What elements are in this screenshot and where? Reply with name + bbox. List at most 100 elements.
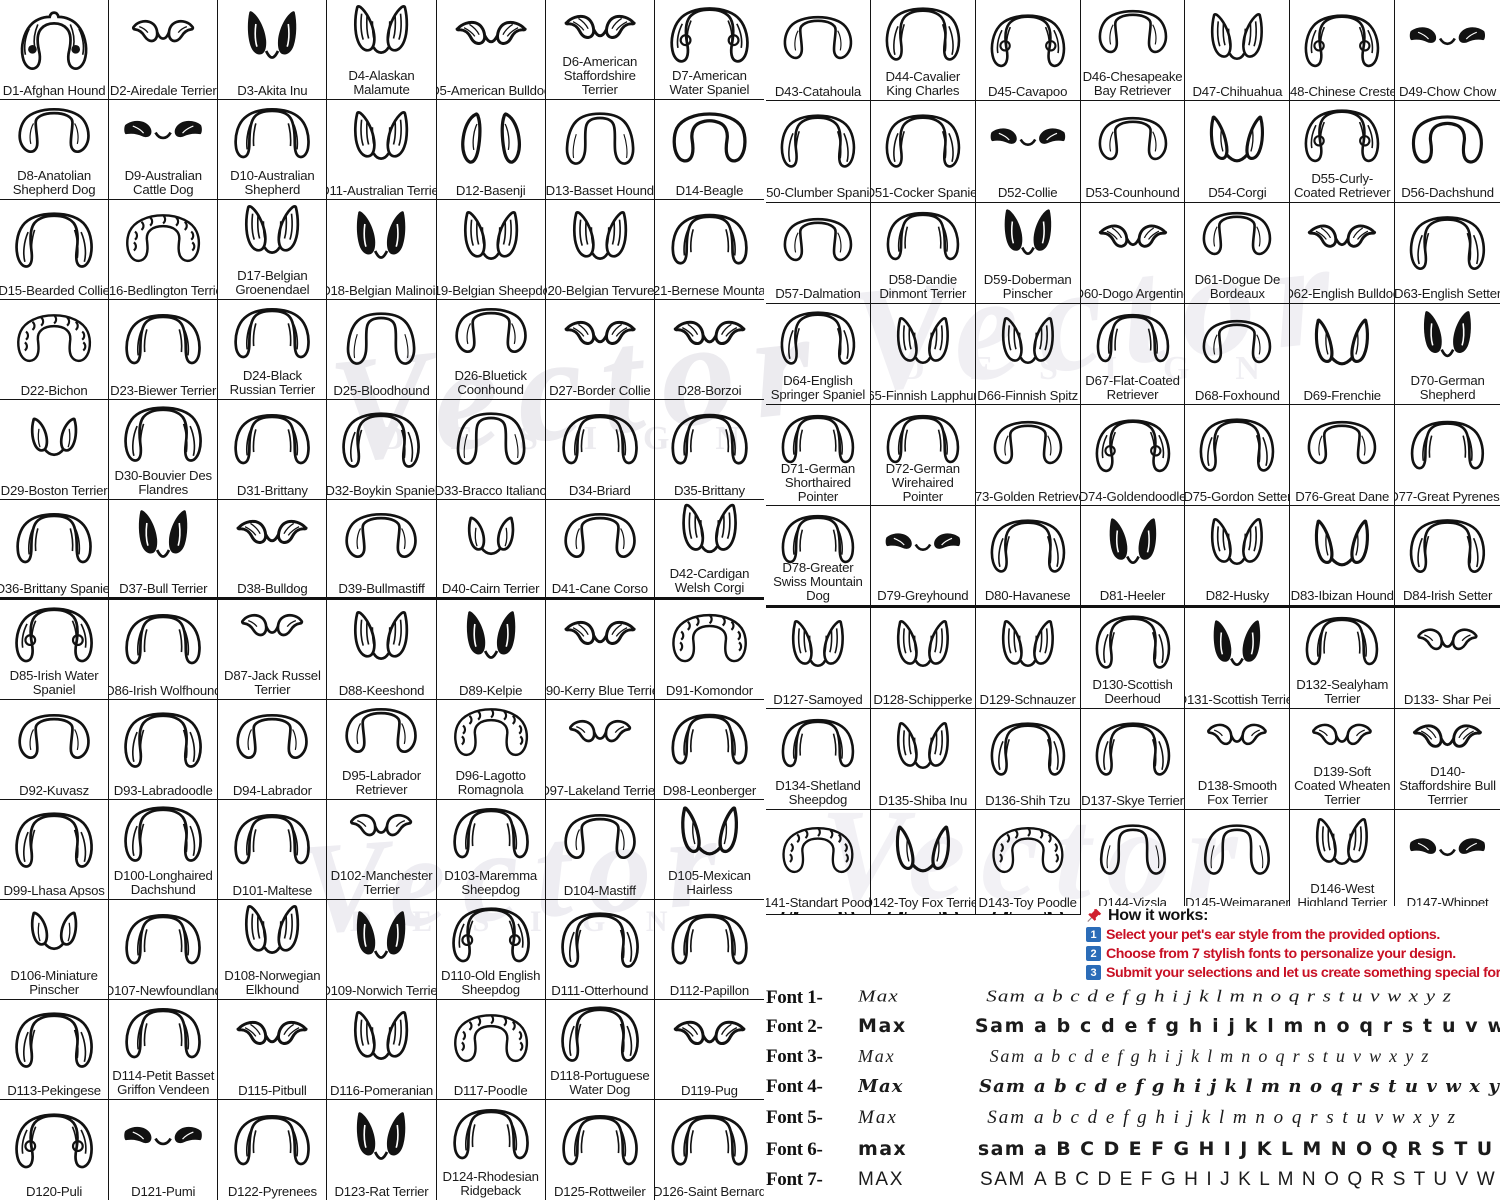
ear-style-cell[interactable]: D131-Scottish Terrier <box>1185 607 1291 710</box>
ear-style-cell[interactable]: D24-Black Russian Terrier <box>218 300 328 400</box>
ear-style-cell[interactable]: D12-Basenji <box>436 100 546 200</box>
ear-style-cell[interactable]: D79-Greyhound <box>870 506 976 608</box>
ear-style-cell[interactable]: D121-Pumi <box>109 1100 219 1200</box>
ear-style-cell[interactable]: D11-Australian Terrier <box>327 100 437 200</box>
ear-style-cell[interactable]: D60-Dogo Argentino <box>1080 202 1186 304</box>
ear-style-cell[interactable]: D110-Old English Sheepdog <box>436 900 546 1000</box>
ear-style-cell[interactable]: D23-Biewer Terrier <box>109 300 219 400</box>
ear-style-cell[interactable]: D9-Australian Cattle Dog <box>109 100 219 200</box>
ear-style-cell[interactable]: D81-Heeler <box>1080 506 1186 608</box>
ear-style-cell[interactable]: D55-Curly-Coated Retriever <box>1290 101 1396 203</box>
ear-style-cell[interactable]: D54-Corgi <box>1185 101 1291 203</box>
ear-style-cell[interactable]: D65-Finnish Lapphund <box>870 303 976 406</box>
ear-style-cell[interactable]: D101-Maltese <box>218 800 328 900</box>
ear-style-cell[interactable]: D116-Pomeranian <box>327 1000 437 1100</box>
ear-style-cell[interactable]: D95-Labrador Retriever <box>327 700 437 800</box>
ear-style-cell[interactable]: D53-Counhound <box>1080 101 1186 203</box>
ear-style-cell[interactable]: D67-Flat-Coated Retriever <box>1080 303 1186 406</box>
ear-style-cell[interactable]: D40-Cairn Terrier <box>436 500 546 600</box>
ear-style-cell[interactable]: D133- Shar Pei <box>1395 608 1500 710</box>
ear-style-cell[interactable]: D113-Pekingese <box>0 1000 110 1100</box>
ear-style-cell[interactable]: D20-Belgian Tervuren <box>545 200 655 300</box>
ear-style-cell[interactable]: D140-Staffordshire Bull Terrrier <box>1395 709 1500 811</box>
ear-style-cell[interactable]: D50-Clumber Spaniel <box>766 101 871 203</box>
ear-style-cell[interactable]: D144-Vizsla <box>1081 810 1186 912</box>
ear-style-cell[interactable]: D56-Dachshund <box>1395 101 1500 203</box>
ear-style-cell[interactable]: D150-Yorkshire Terrier <box>975 911 1081 915</box>
ear-style-cell[interactable]: D106-Miniature Pinscher <box>0 900 110 1000</box>
ear-style-cell[interactable]: D70-German Shepherd <box>1395 304 1500 406</box>
ear-style-cell[interactable]: D138-Smooth Fox Terrier <box>1185 709 1291 811</box>
ear-style-cell[interactable]: D18-Belgian Malinois <box>327 200 437 300</box>
ear-style-cell[interactable]: D99-Lhasa Apsos <box>0 800 110 900</box>
ear-style-cell[interactable]: D73-Golden Retriever <box>975 405 1081 507</box>
ear-style-cell[interactable]: D39-Bullmastiff <box>327 500 437 600</box>
ear-style-cell[interactable]: D80-Havanese <box>975 506 1081 608</box>
ear-style-cell[interactable]: D44-Cavalier King Charles <box>870 0 976 102</box>
ear-style-cell[interactable]: D103-Maremma Sheepdog <box>436 800 546 900</box>
ear-style-cell[interactable]: D4-Alaskan Malamute <box>327 0 437 100</box>
ear-style-cell[interactable]: D98-Leonberger <box>654 700 764 800</box>
ear-style-cell[interactable]: D58-Dandie Dinmont Terrier <box>870 202 976 304</box>
ear-style-cell[interactable]: D147-Whippet <box>1395 810 1500 911</box>
ear-style-cell[interactable]: D129-Schnauzer <box>975 607 1081 710</box>
ear-style-cell[interactable]: D26-Bluetick Coonhound <box>436 300 546 400</box>
ear-style-cell[interactable]: D7-American Water Spaniel <box>654 0 764 100</box>
ear-style-cell[interactable]: D149-Wirehaired Pointing Griffon <box>870 911 976 915</box>
ear-style-cell[interactable]: D22-Bichon <box>0 300 110 400</box>
ear-style-cell[interactable]: D126-Saint Bernard <box>655 1100 764 1200</box>
ear-style-cell[interactable]: D89-Kelpie <box>436 600 546 700</box>
ear-style-cell[interactable]: D82-Husky <box>1185 506 1291 608</box>
ear-style-cell[interactable]: D77-Great Pyreness <box>1395 405 1500 507</box>
ear-style-cell[interactable]: D47-Chihuahua <box>1185 0 1291 102</box>
ear-style-cell[interactable]: D48-Chinese Crested <box>1290 0 1396 102</box>
ear-style-cell[interactable]: D127-Samoyed <box>766 607 871 710</box>
ear-style-cell[interactable]: D132-Sealyham Terrier <box>1290 607 1396 710</box>
ear-style-cell[interactable]: D146-West Highland Terrier <box>1290 810 1396 912</box>
ear-style-cell[interactable]: D71-German Shorthaired Pointer <box>766 405 871 507</box>
ear-style-cell[interactable]: D119-Pug <box>654 1000 764 1100</box>
ear-style-cell[interactable]: D14-Beagle <box>654 100 764 200</box>
ear-style-cell[interactable]: D63-English Setter <box>1395 203 1500 304</box>
ear-style-cell[interactable]: D117-Poodle <box>436 1000 546 1100</box>
ear-style-cell[interactable]: D118-Portuguese Water Dog <box>545 1000 655 1100</box>
ear-style-cell[interactable]: D38-Bulldog <box>218 500 328 600</box>
ear-style-cell[interactable]: D37-Bull Terrier <box>109 500 219 600</box>
ear-style-cell[interactable]: D66-Finnish Spitz <box>975 303 1081 406</box>
ear-style-cell[interactable]: D104-Mastiff <box>545 800 655 900</box>
ear-style-cell[interactable]: D17-Belgian Groenendael <box>218 200 328 300</box>
ear-style-cell[interactable]: D125-Rottweiler <box>546 1100 655 1200</box>
ear-style-cell[interactable]: D122-Pyrenees <box>218 1100 328 1200</box>
ear-style-cell[interactable]: D74-Goldendoodle <box>1080 405 1186 507</box>
ear-style-cell[interactable]: D114-Petit Basset Griffon Vendeen <box>109 1000 219 1100</box>
ear-style-cell[interactable]: D75-Gordon Setter <box>1185 405 1291 507</box>
ear-style-cell[interactable]: D45-Cavapoo <box>975 0 1081 102</box>
ear-style-cell[interactable]: D78-Greater Swiss Mountain Dog <box>766 506 871 608</box>
ear-style-cell[interactable]: D42-Cardigan Welsh Corgi <box>654 500 764 600</box>
ear-style-cell[interactable]: D109-Norwich Terrier <box>327 900 437 1000</box>
ear-style-cell[interactable]: D84-Irish Setter <box>1395 506 1500 608</box>
ear-style-cell[interactable]: D16-Bedlington Terrier <box>109 200 219 300</box>
ear-style-cell[interactable]: D108-Norwegian Elkhound <box>218 900 328 1000</box>
ear-style-cell[interactable]: D19-Belgian Sheepdog <box>436 200 546 300</box>
ear-style-cell[interactable]: D136-Shih Tzu <box>975 709 1081 811</box>
ear-style-cell[interactable]: D72-German Wirehaired Pointer <box>870 405 976 507</box>
ear-style-cell[interactable]: D62-English Bulldog <box>1290 202 1396 304</box>
ear-style-cell[interactable]: D10-Australian Shepherd <box>218 100 328 200</box>
font-sample-row[interactable]: Font 4- Max Sam a b c d e f g h i j k l m n… <box>766 1076 1500 1107</box>
ear-style-cell[interactable]: D88-Keeshond <box>327 600 437 700</box>
ear-style-cell[interactable]: D97-Lakeland Terrier <box>545 700 655 800</box>
ear-style-cell[interactable]: D139-Soft Coated Wheaten Terrier <box>1290 709 1396 811</box>
ear-style-cell[interactable]: D36-Brittany Spaniel <box>0 500 110 600</box>
ear-style-cell[interactable]: D28-Borzoi <box>654 300 764 400</box>
ear-style-cell[interactable]: D13-Basset Hound <box>545 100 655 200</box>
ear-style-cell[interactable]: D41-Cane Corso <box>545 500 655 600</box>
ear-style-cell[interactable]: D64-English Springer Spaniel <box>766 303 871 406</box>
ear-style-cell[interactable]: D15-Bearded Collie <box>0 200 110 300</box>
ear-style-cell[interactable]: D29-Boston Terrier <box>0 400 110 500</box>
ear-style-cell[interactable]: D33-Bracco Italiano <box>436 400 546 500</box>
ear-style-cell[interactable]: D21-Bernese Mountain <box>654 200 764 300</box>
ear-style-cell[interactable]: D96-Lagotto Romagnola <box>436 700 546 800</box>
ear-style-cell[interactable]: D91-Komondor <box>654 600 764 700</box>
ear-style-cell[interactable]: D135-Shiba Inu <box>870 709 976 811</box>
